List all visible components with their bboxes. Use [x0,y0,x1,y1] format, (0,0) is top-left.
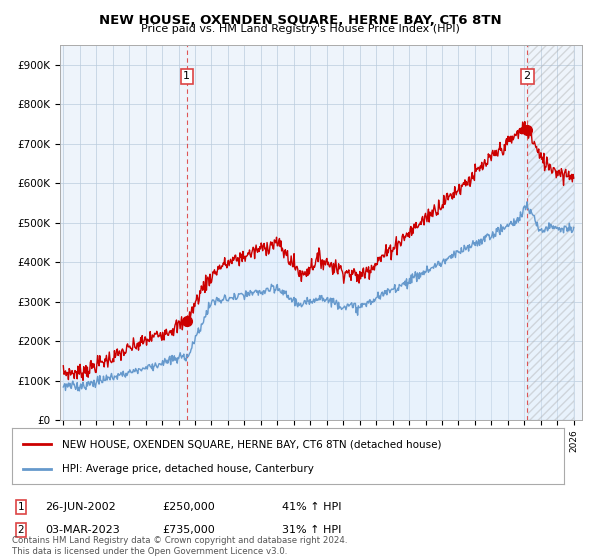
Text: 1: 1 [17,502,25,512]
Text: £735,000: £735,000 [162,525,215,535]
Text: NEW HOUSE, OXENDEN SQUARE, HERNE BAY, CT6 8TN: NEW HOUSE, OXENDEN SQUARE, HERNE BAY, CT… [98,14,502,27]
Text: 26-JUN-2002: 26-JUN-2002 [45,502,116,512]
Text: 2: 2 [524,71,531,81]
Text: Contains HM Land Registry data © Crown copyright and database right 2024.
This d: Contains HM Land Registry data © Crown c… [12,536,347,556]
Text: 31% ↑ HPI: 31% ↑ HPI [282,525,341,535]
Text: 03-MAR-2023: 03-MAR-2023 [45,525,120,535]
Text: 2: 2 [17,525,25,535]
Text: HPI: Average price, detached house, Canterbury: HPI: Average price, detached house, Cant… [62,464,314,474]
Text: 41% ↑ HPI: 41% ↑ HPI [282,502,341,512]
Text: Price paid vs. HM Land Registry's House Price Index (HPI): Price paid vs. HM Land Registry's House … [140,24,460,34]
Text: NEW HOUSE, OXENDEN SQUARE, HERNE BAY, CT6 8TN (detached house): NEW HOUSE, OXENDEN SQUARE, HERNE BAY, CT… [62,439,441,449]
Text: £250,000: £250,000 [162,502,215,512]
Text: 1: 1 [183,71,190,81]
